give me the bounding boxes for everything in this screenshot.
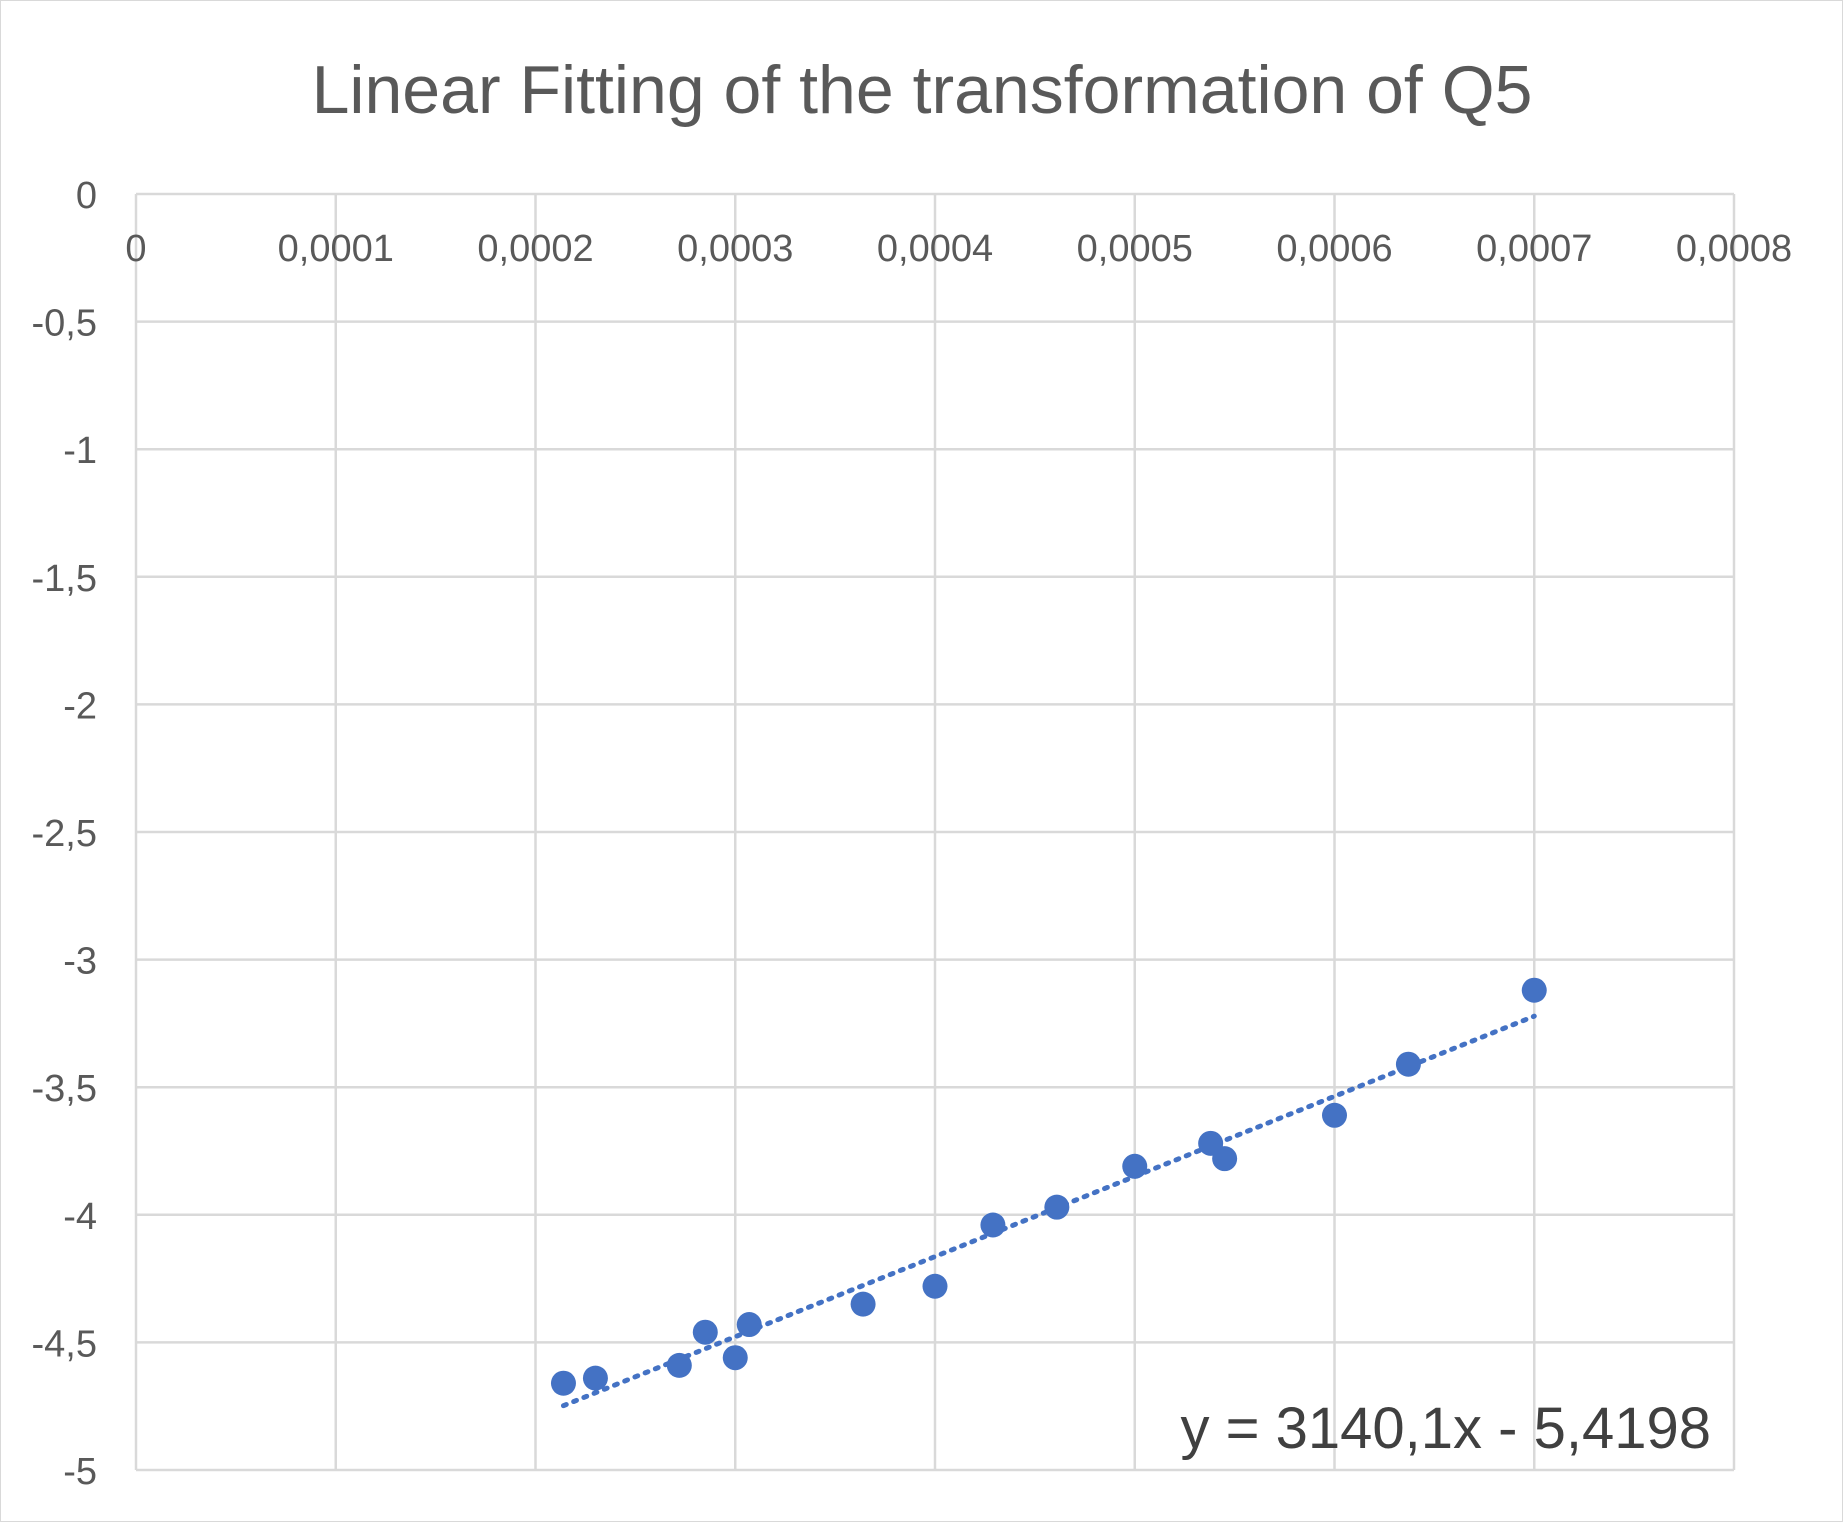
x-tick-label: 0,0007 bbox=[1476, 228, 1592, 270]
trendline-equation: y = 3140,1x - 5,4198 bbox=[1181, 1396, 1711, 1461]
data-point bbox=[550, 1370, 576, 1396]
y-tick-label: -1,5 bbox=[32, 558, 97, 600]
data-point bbox=[666, 1352, 692, 1378]
x-tick-label: 0,0005 bbox=[1077, 228, 1193, 270]
y-tick-label: -0,5 bbox=[32, 303, 97, 345]
x-tick-label: 0,0001 bbox=[278, 228, 394, 270]
chart-title: Linear Fitting of the transformation of … bbox=[312, 52, 1533, 128]
data-point bbox=[922, 1273, 948, 1299]
y-tick-label: 0 bbox=[76, 175, 97, 217]
data-point bbox=[1044, 1194, 1070, 1220]
data-point bbox=[1521, 977, 1547, 1003]
data-point bbox=[850, 1291, 876, 1317]
data-point bbox=[980, 1212, 1006, 1238]
x-tick-label: 0,0008 bbox=[1676, 228, 1792, 270]
gridlines bbox=[134, 192, 1736, 1472]
y-tick-label: -2 bbox=[63, 685, 97, 727]
x-axis-tick-labels: 0 0,0001 0,0002 0,0003 0,0004 0,0005 0,0006 0,0… bbox=[125, 228, 1792, 270]
x-tick-label: 0 bbox=[125, 228, 146, 270]
data-points bbox=[550, 977, 1547, 1396]
y-tick-label: -4 bbox=[63, 1196, 97, 1238]
data-point bbox=[692, 1319, 718, 1345]
x-tick-label: 0,0002 bbox=[477, 228, 593, 270]
x-tick-label: 0,0006 bbox=[1276, 228, 1392, 270]
data-point bbox=[722, 1345, 748, 1371]
y-axis-tick-labels: 0 -0,5 -1 -1,5 -2 -2,5 -3 -3,5 -4 -4,5 -5 bbox=[32, 175, 97, 1493]
data-point bbox=[1395, 1051, 1421, 1077]
y-tick-label: -5 bbox=[63, 1451, 97, 1493]
y-tick-label: -3,5 bbox=[32, 1068, 97, 1110]
y-tick-label: -3 bbox=[63, 941, 97, 983]
data-point bbox=[1122, 1153, 1148, 1179]
y-tick-label: -2,5 bbox=[32, 813, 97, 855]
data-point bbox=[736, 1312, 762, 1338]
x-tick-label: 0,0003 bbox=[677, 228, 793, 270]
trendline-layer bbox=[560, 1013, 1537, 1409]
data-point bbox=[1322, 1102, 1347, 1128]
trendline bbox=[560, 1013, 1537, 1409]
x-tick-label: 0,0004 bbox=[877, 228, 993, 270]
data-point bbox=[1212, 1146, 1238, 1172]
data-point bbox=[582, 1365, 608, 1391]
y-tick-label: -1 bbox=[63, 430, 97, 472]
y-tick-label: -4,5 bbox=[32, 1323, 97, 1365]
